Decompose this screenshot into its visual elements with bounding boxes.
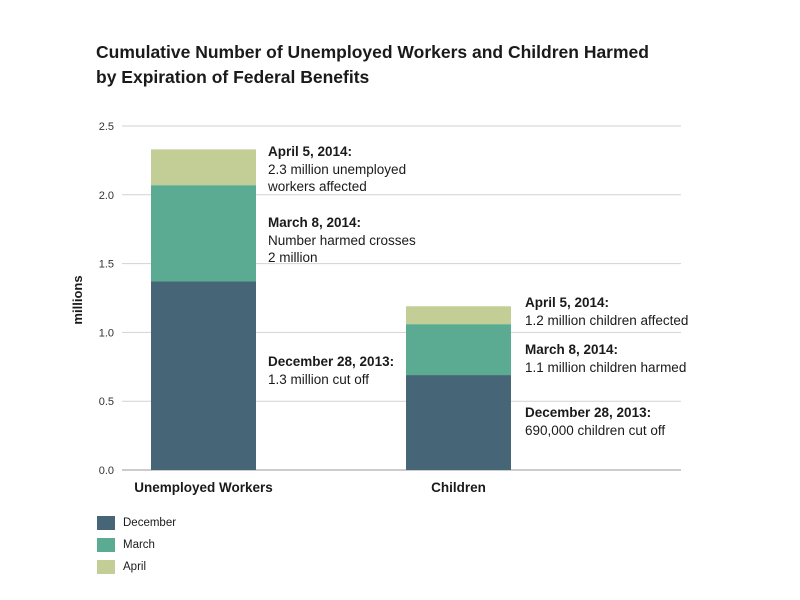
legend-label: April	[123, 561, 147, 573]
legend-swatch-march	[97, 538, 115, 552]
y-tick-label: 2.0	[99, 190, 114, 202]
chart-title-line-2: by Expiration of Federal Benefits	[96, 67, 370, 87]
annotation-text: 2 million	[268, 250, 318, 265]
legend-item-march: March	[97, 534, 176, 556]
annotation-text: Number harmed crosses	[268, 232, 416, 248]
annotation-text: workers affected	[268, 179, 367, 194]
x-category-label: Unemployed Workers	[134, 480, 273, 495]
annotation-workers-april: April 5, 2014: 2.3 million unemployed wo…	[268, 143, 406, 196]
legend-label: March	[123, 539, 155, 551]
bar-segment-march	[406, 324, 511, 376]
annotation-text: 1.3 million cut off	[268, 371, 370, 387]
legend-swatch-april	[97, 560, 115, 574]
annotation-text: 1.2 million children affected	[525, 312, 689, 328]
annotation-children-december: December 28, 2013: 690,000 children cut …	[525, 404, 665, 439]
y-tick-label: 2.5	[99, 121, 114, 133]
annotation-date: December 28, 2013:	[268, 354, 395, 369]
bar-segment-april	[406, 306, 511, 325]
legend-label: December	[123, 517, 177, 529]
bar-segment-december	[151, 281, 256, 470]
bar-segment-april	[151, 149, 256, 186]
legend-item-april: April	[97, 556, 176, 578]
chart-legend: December March April	[97, 512, 176, 578]
annotation-date: April 5, 2014:	[525, 295, 610, 310]
y-tick-label: 0.5	[99, 396, 114, 408]
annotation-workers-march: March 8, 2014: Number harmed crosses 2 m…	[268, 214, 416, 267]
annotation-date: March 8, 2014:	[268, 215, 362, 230]
legend-item-december: December	[97, 512, 176, 534]
annotation-children-april: April 5, 2014: 1.2 million children affe…	[525, 294, 688, 329]
bar-segment-march	[151, 185, 256, 282]
chart-title-line-1: Cumulative Number of Unemployed Workers …	[96, 42, 649, 62]
y-axis-label: millions	[70, 275, 85, 324]
x-category-label: Children	[431, 480, 486, 495]
annotation-date: April 5, 2014:	[268, 144, 353, 159]
legend-swatch-december	[97, 516, 115, 530]
y-tick-label: 1.5	[99, 259, 114, 271]
annotation-text: 2.3 million unemployed	[268, 161, 407, 177]
annotation-workers-december: December 28, 2013: 1.3 million cut off	[268, 353, 394, 388]
annotation-text: 690,000 children cut off	[525, 422, 666, 438]
annotation-text: 1.1 million children harmed	[525, 359, 687, 375]
annotation-date: March 8, 2014:	[525, 342, 619, 357]
y-tick-label: 1.0	[99, 327, 114, 339]
chart-title: Cumulative Number of Unemployed Workers …	[96, 40, 736, 90]
annotation-date: December 28, 2013:	[525, 405, 652, 420]
annotation-children-march: March 8, 2014: 1.1 million children harm…	[525, 341, 686, 376]
y-tick-label: 0.0	[99, 465, 114, 477]
bar-segment-december	[406, 375, 511, 470]
